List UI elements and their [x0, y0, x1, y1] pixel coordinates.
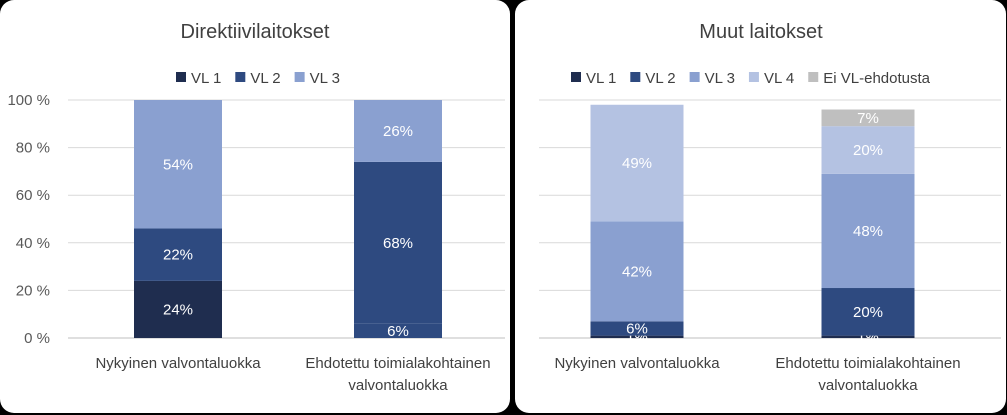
- legend-swatch-2: [235, 72, 246, 82]
- legend-label-5: Ei VL-ehdotusta: [823, 70, 930, 87]
- data-label: 48%: [853, 223, 883, 240]
- bar-1-vl-1: [134, 280, 222, 338]
- category-label-1: Nykyinen valvontaluokka: [554, 355, 720, 372]
- data-label: 24%: [163, 301, 193, 318]
- legend-swatch-3: [294, 72, 305, 82]
- data-label: 20%: [853, 142, 883, 159]
- legend-swatch-5: [808, 72, 819, 82]
- data-label: 68%: [383, 235, 413, 252]
- bar-2-ei-vl-ehdotusta: [821, 109, 915, 127]
- legend-swatch-3: [689, 72, 700, 82]
- legend-label-1: VL 1: [586, 70, 616, 87]
- legend-label-4: VL 4: [764, 70, 794, 87]
- bar-2-vl-2: [821, 288, 915, 336]
- bar-2-vl-3: [821, 173, 915, 289]
- legend-label-2: VL 2: [645, 70, 675, 87]
- data-label: 20%: [853, 304, 883, 321]
- bar-2-vl-4: [821, 126, 915, 174]
- chart-panel-direktiivilaitokset: Direktiivilaitokset VL 1 VL 2 VL 3 0 % 20 % 40…: [0, 0, 510, 413]
- bar-2-vl-1: [821, 335, 915, 338]
- y-tick-label: 80 %: [16, 140, 50, 157]
- chart-title: Muut laitokset: [699, 21, 823, 43]
- data-label: 26%: [383, 123, 413, 140]
- category-label-2: Ehdotettu toimialakohtainen: [305, 355, 490, 372]
- bar-1-vl-3: [134, 100, 222, 229]
- y-tick-label: 40 %: [16, 235, 50, 252]
- data-label: 54%: [163, 156, 193, 173]
- legend-label-3: VL 3: [705, 70, 735, 87]
- y-tick-label: 100 %: [7, 92, 50, 109]
- bar-1-vl-3: [590, 221, 684, 322]
- data-label: 42%: [622, 263, 652, 280]
- y-tick-label: 0 %: [24, 330, 50, 347]
- category-label-2: valvontaluokka: [348, 377, 448, 394]
- legend-swatch-4: [748, 72, 759, 82]
- bar-1-vl-2: [134, 228, 222, 281]
- data-label: 22%: [163, 247, 193, 264]
- chart-muut-laitokset: Muut laitokset VL 1 VL 2 VL 3 VL 4 Ei VL-ehdo…: [539, 21, 1001, 394]
- legend-swatch-1: [571, 72, 581, 82]
- category-label-2: valvontaluokka: [818, 377, 918, 394]
- y-tick-label: 60 %: [16, 187, 50, 204]
- category-label-1: Nykyinen valvontaluokka: [95, 355, 261, 372]
- chart-title: Direktiivilaitokset: [181, 21, 330, 43]
- bar-2-vl-3: [354, 100, 442, 162]
- legend-label-1: VL 1: [191, 70, 221, 87]
- bar-2-vl-2: [354, 323, 442, 338]
- legend-swatch-2: [630, 72, 641, 82]
- legend-label-2: VL 2: [250, 70, 280, 87]
- y-tick-label: 20 %: [16, 282, 50, 299]
- bar-1-vl-1: [590, 335, 684, 338]
- data-label: 49%: [622, 155, 652, 172]
- bar-1-vl-4: [590, 104, 684, 222]
- data-label: 7%: [857, 110, 879, 127]
- chart-panel-muut-laitokset: Muut laitokset VL 1 VL 2 VL 3 VL 4 Ei VL-ehdo…: [515, 0, 1006, 413]
- chart-direktiivilaitokset: Direktiivilaitokset VL 1 VL 2 VL 3 0 % 20 % 40…: [7, 21, 505, 394]
- data-label: 6%: [626, 320, 648, 337]
- bar-2-segment: [354, 161, 442, 324]
- data-label: 6%: [387, 323, 409, 340]
- bar-1-vl-2: [590, 321, 684, 336]
- legend-label-3: VL 3: [310, 70, 340, 87]
- category-label-2: Ehdotettu toimialakohtainen: [775, 355, 960, 372]
- legend-swatch-1: [176, 72, 186, 82]
